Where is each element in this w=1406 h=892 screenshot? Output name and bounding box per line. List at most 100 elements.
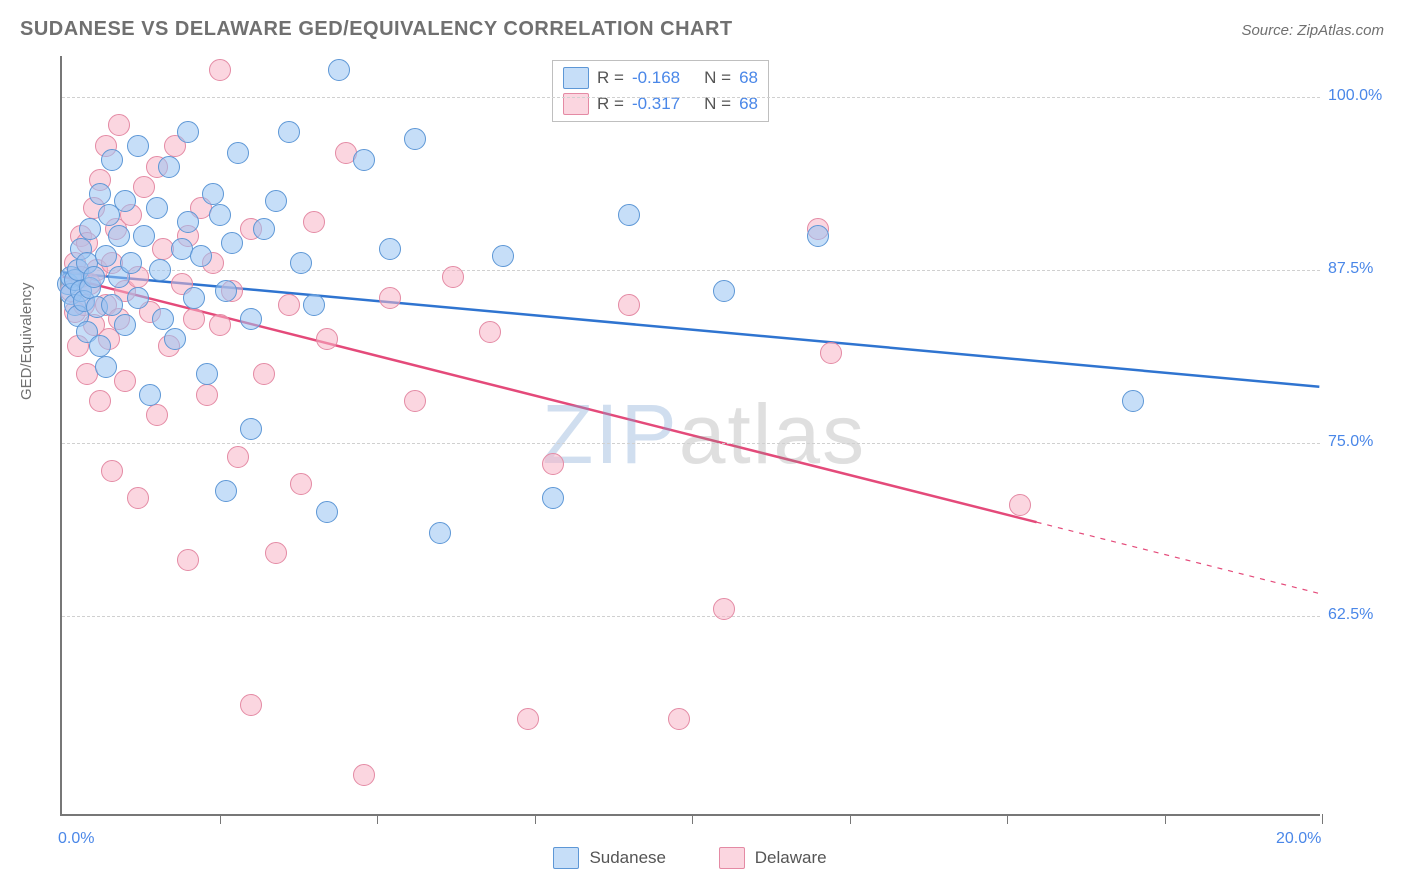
- point-sudanese: [190, 245, 212, 267]
- point-sudanese: [240, 418, 262, 440]
- swatch-delaware: [719, 847, 745, 869]
- legend-label-delaware: Delaware: [755, 848, 827, 868]
- point-delaware: [146, 404, 168, 426]
- point-sudanese: [89, 335, 111, 357]
- point-sudanese: [127, 287, 149, 309]
- point-sudanese: [215, 480, 237, 502]
- n-label: N =: [704, 65, 731, 91]
- r-label: R =: [597, 91, 624, 117]
- y-axis-label: GED/Equivalency: [18, 282, 35, 400]
- x-tick: [1007, 814, 1008, 824]
- n-label: N =: [704, 91, 731, 117]
- y-tick-label: 75.0%: [1328, 433, 1373, 451]
- point-sudanese: [303, 294, 325, 316]
- point-delaware: [253, 363, 275, 385]
- point-sudanese: [328, 59, 350, 81]
- point-sudanese: [101, 149, 123, 171]
- point-delaware: [101, 460, 123, 482]
- swatch-delaware: [563, 93, 589, 115]
- point-sudanese: [83, 266, 105, 288]
- x-tick: [377, 814, 378, 824]
- point-sudanese: [618, 204, 640, 226]
- point-sudanese: [353, 149, 375, 171]
- series-legend: Sudanese Delaware: [60, 847, 1320, 874]
- point-sudanese: [253, 218, 275, 240]
- point-sudanese: [139, 384, 161, 406]
- point-delaware: [209, 59, 231, 81]
- chart-container: SUDANESE VS DELAWARE GED/EQUIVALENCY COR…: [0, 0, 1406, 892]
- point-delaware: [542, 453, 564, 475]
- point-delaware: [278, 294, 300, 316]
- x-tick: [1322, 814, 1323, 824]
- point-sudanese: [127, 135, 149, 157]
- point-sudanese: [114, 190, 136, 212]
- trend-delaware-dashed: [1037, 522, 1320, 593]
- point-delaware: [196, 384, 218, 406]
- point-sudanese: [79, 218, 101, 240]
- n-value-sudanese: 68: [739, 65, 758, 91]
- point-sudanese: [404, 128, 426, 150]
- legend-label-sudanese: Sudanese: [589, 848, 666, 868]
- point-sudanese: [379, 238, 401, 260]
- point-delaware: [713, 598, 735, 620]
- point-delaware: [618, 294, 640, 316]
- point-sudanese: [133, 225, 155, 247]
- chart-title: SUDANESE VS DELAWARE GED/EQUIVALENCY COR…: [20, 18, 733, 41]
- r-value-delaware: -0.317: [632, 91, 680, 117]
- point-sudanese: [240, 308, 262, 330]
- source-attribution: Source: ZipAtlas.com: [1241, 22, 1384, 39]
- point-delaware: [353, 764, 375, 786]
- point-sudanese: [89, 183, 111, 205]
- n-value-delaware: 68: [739, 91, 758, 117]
- point-sudanese: [183, 287, 205, 309]
- point-sudanese: [221, 232, 243, 254]
- point-delaware: [133, 176, 155, 198]
- point-sudanese: [152, 308, 174, 330]
- swatch-sudanese: [563, 67, 589, 89]
- point-sudanese: [278, 121, 300, 143]
- x-tick: [692, 814, 693, 824]
- point-sudanese: [95, 356, 117, 378]
- point-delaware: [316, 328, 338, 350]
- legend-item-delaware: Delaware: [719, 847, 827, 869]
- point-delaware: [820, 342, 842, 364]
- point-sudanese: [149, 259, 171, 281]
- point-sudanese: [177, 121, 199, 143]
- point-sudanese: [158, 156, 180, 178]
- x-tick: [1165, 814, 1166, 824]
- point-sudanese: [209, 204, 231, 226]
- x-tick: [850, 814, 851, 824]
- legend-row-delaware: R = -0.317 N = 68: [563, 91, 758, 117]
- legend-row-sudanese: R = -0.168 N = 68: [563, 65, 758, 91]
- point-delaware: [108, 114, 130, 136]
- plot-area: ZIPatlas R = -0.168 N = 68 R = -0.317 N …: [60, 56, 1320, 816]
- point-sudanese: [316, 501, 338, 523]
- point-delaware: [303, 211, 325, 233]
- gridline: [62, 443, 1320, 444]
- y-tick-label: 100.0%: [1328, 87, 1382, 105]
- legend-item-sudanese: Sudanese: [553, 847, 666, 869]
- y-tick-label: 62.5%: [1328, 606, 1373, 624]
- r-label: R =: [597, 65, 624, 91]
- trend-sudanese: [63, 272, 1320, 386]
- point-delaware: [183, 308, 205, 330]
- x-max-label: 20.0%: [1276, 830, 1321, 848]
- point-delaware: [1009, 494, 1031, 516]
- point-sudanese: [108, 225, 130, 247]
- y-tick-label: 87.5%: [1328, 260, 1373, 278]
- point-sudanese: [101, 294, 123, 316]
- point-sudanese: [429, 522, 451, 544]
- x-tick: [535, 814, 536, 824]
- r-value-sudanese: -0.168: [632, 65, 680, 91]
- point-sudanese: [196, 363, 218, 385]
- point-delaware: [227, 446, 249, 468]
- point-sudanese: [177, 211, 199, 233]
- x-min-label: 0.0%: [58, 830, 94, 848]
- x-tick: [220, 814, 221, 824]
- point-sudanese: [713, 280, 735, 302]
- point-delaware: [209, 314, 231, 336]
- point-delaware: [114, 370, 136, 392]
- correlation-legend: R = -0.168 N = 68 R = -0.317 N = 68: [552, 60, 769, 122]
- gridline: [62, 97, 1320, 98]
- point-sudanese: [807, 225, 829, 247]
